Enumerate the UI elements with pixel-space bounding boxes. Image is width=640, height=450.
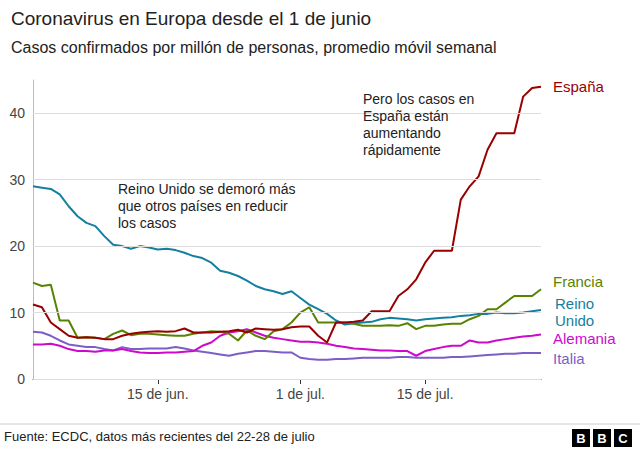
svg-text:los casos: los casos — [118, 215, 176, 231]
svg-text:B: B — [597, 431, 606, 446]
svg-text:B: B — [576, 431, 585, 446]
svg-text:rápidamente: rápidamente — [363, 142, 441, 158]
svg-text:Fuente: ECDC, datos más recien: Fuente: ECDC, datos más recientes del 22… — [4, 429, 315, 444]
svg-text:0: 0 — [17, 371, 25, 387]
svg-text:Reino Unido se demoró más: Reino Unido se demoró más — [118, 181, 295, 197]
svg-text:aumentando: aumentando — [363, 125, 441, 141]
svg-text:Pero los casos en: Pero los casos en — [363, 91, 474, 107]
svg-text:Italia: Italia — [553, 350, 585, 367]
svg-text:20: 20 — [9, 238, 25, 254]
svg-text:40: 40 — [9, 105, 25, 121]
svg-text:España están: España están — [363, 108, 449, 124]
svg-text:Reino: Reino — [555, 295, 594, 312]
svg-text:que otros países en reducir: que otros países en reducir — [118, 198, 288, 214]
svg-text:Alemania: Alemania — [553, 330, 616, 347]
svg-text:España: España — [553, 78, 605, 95]
svg-text:Francia: Francia — [553, 273, 604, 290]
svg-text:Casos confirmados por millón d: Casos confirmados por millón de personas… — [11, 39, 497, 56]
svg-text:C: C — [618, 431, 628, 446]
svg-text:1 de jul.: 1 de jul. — [276, 386, 325, 402]
svg-text:15 de jun.: 15 de jun. — [127, 386, 189, 402]
svg-text:30: 30 — [9, 172, 25, 188]
svg-text:Unido: Unido — [555, 312, 594, 329]
svg-text:10: 10 — [9, 305, 25, 321]
svg-text:15 de jul.: 15 de jul. — [397, 386, 454, 402]
svg-text:Coronavirus en Europa desde el: Coronavirus en Europa desde el 1 de juni… — [11, 8, 371, 29]
